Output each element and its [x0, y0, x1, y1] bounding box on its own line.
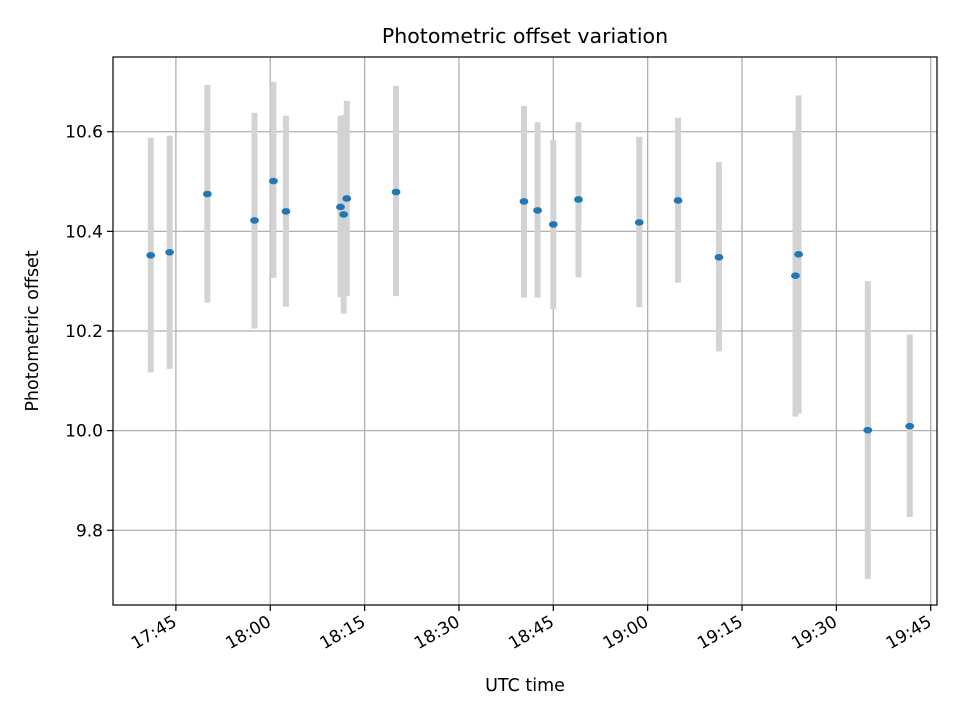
data-point: [165, 248, 175, 256]
data-point: [673, 197, 683, 204]
data-point: [342, 195, 352, 202]
y-tick-label: 9.8: [76, 521, 103, 541]
data-point: [794, 250, 804, 258]
data-point: [791, 272, 800, 280]
point-layer: [146, 177, 915, 434]
data-point: [548, 221, 558, 228]
data-point: [146, 251, 156, 259]
data-point: [202, 190, 212, 198]
data-point: [533, 207, 542, 214]
y-tick-label: 10.6: [65, 123, 103, 143]
data-point: [281, 208, 291, 215]
data-point: [863, 426, 873, 434]
data-point: [250, 217, 259, 224]
data-point: [574, 196, 583, 203]
chart-title: Photometric offset variation: [382, 24, 668, 48]
data-point: [339, 211, 349, 218]
data-point: [714, 253, 724, 261]
data-point: [634, 219, 644, 226]
y-axis-label: Photometric offset: [23, 250, 43, 411]
data-point: [519, 198, 529, 205]
x-axis-label: UTC time: [485, 676, 565, 696]
y-tick-label: 10.0: [65, 422, 103, 442]
data-point: [391, 188, 401, 196]
data-point: [336, 203, 345, 211]
y-tick-label: 10.4: [65, 222, 103, 242]
y-tick-label: 10.2: [65, 322, 103, 342]
data-point: [268, 177, 278, 185]
data-point: [905, 422, 915, 430]
